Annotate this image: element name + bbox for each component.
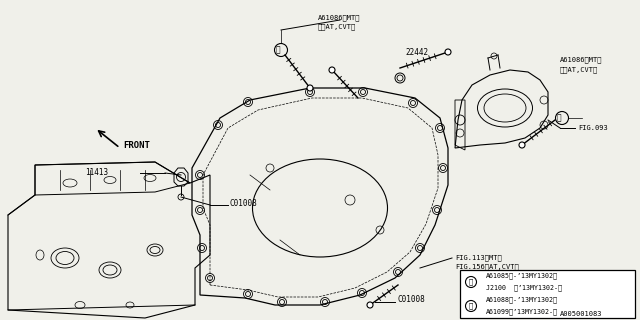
Text: A61088（-’13MY1302）: A61088（-’13MY1302）	[486, 297, 558, 303]
Text: 11413: 11413	[85, 167, 108, 177]
Text: ②: ②	[469, 303, 473, 309]
Text: 22442: 22442	[405, 47, 428, 57]
Circle shape	[519, 142, 525, 148]
Circle shape	[445, 49, 451, 55]
Text: A61086〈MT〉: A61086〈MT〉	[560, 57, 602, 63]
Text: ①: ①	[276, 45, 280, 54]
Text: ①: ①	[557, 114, 561, 123]
Text: A005001083: A005001083	[560, 311, 602, 317]
Text: A61086〈MT〉: A61086〈MT〉	[318, 15, 360, 21]
Text: FIG.093: FIG.093	[578, 125, 608, 131]
Text: FRONT: FRONT	[123, 140, 150, 149]
Text: FIG.113〈MT〉: FIG.113〈MT〉	[455, 255, 502, 261]
Text: A61085（-’13MY1302）: A61085（-’13MY1302）	[486, 273, 558, 279]
Text: J2100  （’13MY1302-）: J2100 （’13MY1302-）	[486, 285, 562, 291]
Circle shape	[329, 67, 335, 73]
Text: A61099（’13MY1302-）: A61099（’13MY1302-）	[486, 309, 558, 315]
Text: C01008: C01008	[398, 295, 426, 305]
Bar	[460, 270, 635, 318]
Circle shape	[307, 85, 313, 91]
Text: FIG.156〈AT,CVT〉: FIG.156〈AT,CVT〉	[455, 264, 519, 270]
Text: ②〈AT,CVT〉: ②〈AT,CVT〉	[560, 67, 598, 73]
Text: ①: ①	[469, 279, 473, 285]
Text: ①〈AT,CVT〉: ①〈AT,CVT〉	[318, 24, 356, 30]
Circle shape	[367, 302, 373, 308]
Text: C01008: C01008	[230, 198, 258, 207]
